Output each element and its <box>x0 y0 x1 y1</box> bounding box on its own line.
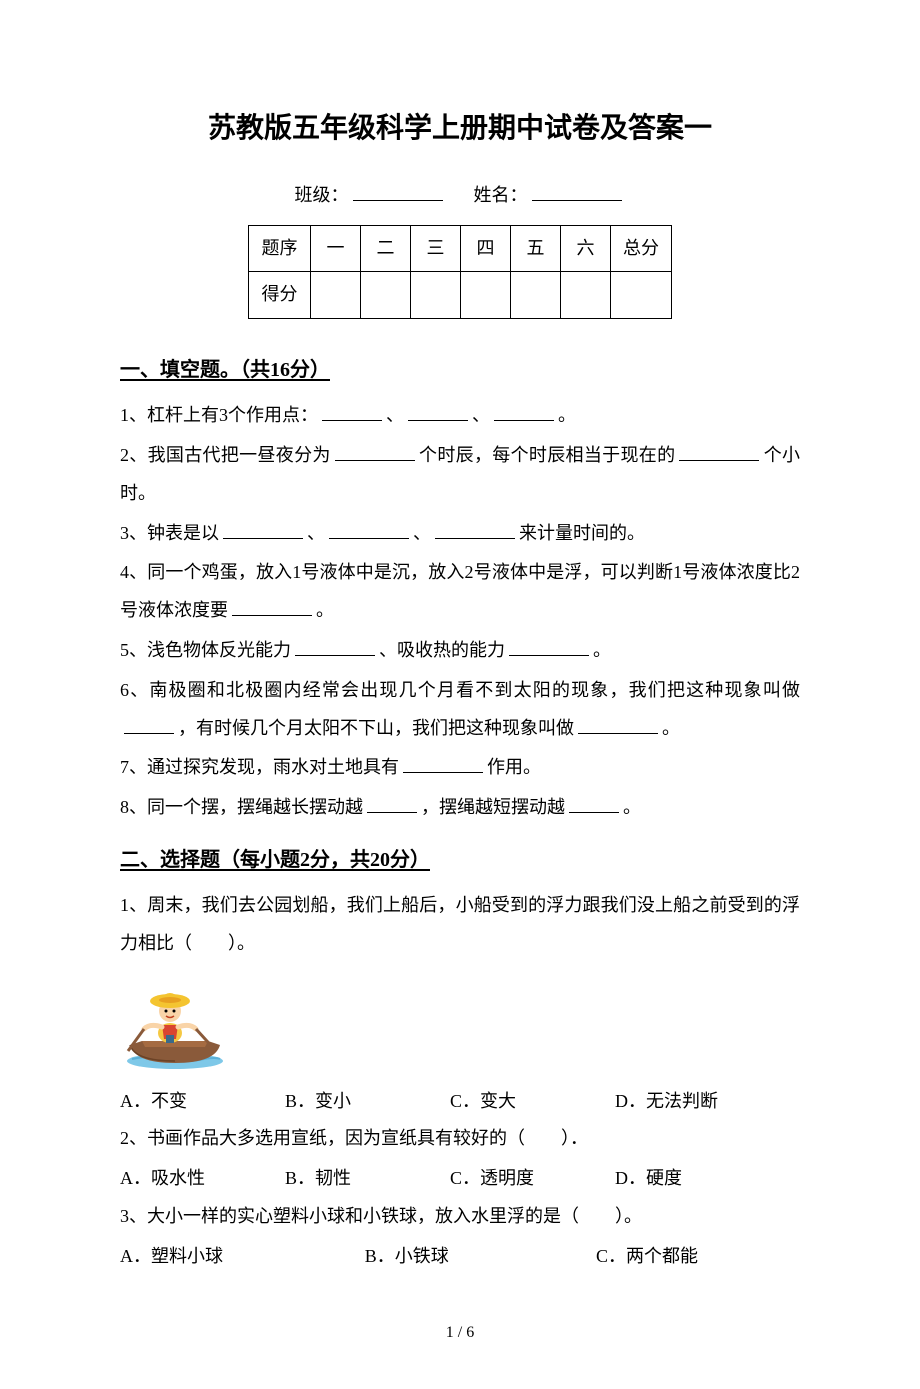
score-cell <box>561 272 611 319</box>
score-cell <box>611 272 672 319</box>
blank <box>679 443 759 461</box>
option-b: B．小铁球 <box>365 1238 596 1276</box>
option-a: A．不变 <box>120 1083 285 1121</box>
score-cell <box>361 272 411 319</box>
q1-4: 4、同一个鸡蛋，放入1号液体中是沉，放入2号液体中是浮，可以判断1号液体浓度比2… <box>120 554 800 630</box>
blank <box>403 755 483 773</box>
score-cell <box>461 272 511 319</box>
section-2-heading: 二、选择题（每小题2分，共20分） <box>120 839 800 881</box>
option-b: B．韧性 <box>285 1160 450 1198</box>
blank <box>322 403 382 421</box>
score-cell <box>411 272 461 319</box>
q1-8: 8、同一个摆，摆绳越长摆动越，摆绳越短摆动越。 <box>120 789 800 827</box>
option-a: A．塑料小球 <box>120 1238 365 1276</box>
q1-7: 7、通过探究发现，雨水对土地具有作用。 <box>120 749 800 787</box>
blank <box>408 403 468 421</box>
score-cell <box>311 272 361 319</box>
q2-3: 3、大小一样的实心塑料小球和小铁球，放入水里浮的是（ ）。 <box>120 1198 800 1236</box>
blank <box>335 443 415 461</box>
option-b: B．变小 <box>285 1083 450 1121</box>
option-c: C．透明度 <box>450 1160 615 1198</box>
header-cell: 题序 <box>249 225 311 272</box>
q1-3: 3、钟表是以、、来计量时间的。 <box>120 515 800 553</box>
option-a: A．吸水性 <box>120 1160 285 1198</box>
page-number: 1 / 6 <box>120 1316 800 1350</box>
option-d: D．无法判断 <box>615 1083 780 1121</box>
q2-2-options: A．吸水性 B．韧性 C．透明度 D．硬度 <box>120 1160 800 1198</box>
header-cell: 二 <box>361 225 411 272</box>
q1-2: 2、我国古代把一昼夜分为个时辰，每个时辰相当于现在的个小时。 <box>120 437 800 513</box>
q1-6: 6、南极圈和北极圈内经常会出现几个月看不到太阳的现象，我们把这种现象叫做，有时候… <box>120 672 800 748</box>
option-c: C．两个都能 <box>596 1238 800 1276</box>
name-label: 姓名： <box>474 185 528 205</box>
class-name-row: 班级： 姓名： <box>120 177 800 215</box>
blank <box>329 521 409 539</box>
header-cell: 一 <box>311 225 361 272</box>
score-cell <box>511 272 561 319</box>
q2-3-options: A．塑料小球 B．小铁球 C．两个都能 <box>120 1238 800 1276</box>
blank <box>232 598 312 616</box>
q1-5: 5、浅色物体反光能力、吸收热的能力。 <box>120 632 800 670</box>
option-c: C．变大 <box>450 1083 615 1121</box>
header-cell: 总分 <box>611 225 672 272</box>
class-label: 班级： <box>295 185 349 205</box>
name-blank <box>532 183 622 201</box>
score-table: 题序 一 二 三 四 五 六 总分 得分 <box>248 225 672 320</box>
blank <box>494 403 554 421</box>
blank <box>124 716 174 734</box>
q2-1-options: A．不变 B．变小 C．变大 D．无法判断 <box>120 1083 800 1121</box>
blank <box>569 795 619 813</box>
class-blank <box>353 183 443 201</box>
header-cell: 六 <box>561 225 611 272</box>
section-1-heading: 一、填空题。（共16分） <box>120 349 800 391</box>
blank <box>578 716 658 734</box>
header-cell: 四 <box>461 225 511 272</box>
table-row: 得分 <box>249 272 672 319</box>
blank <box>435 521 515 539</box>
blank <box>223 521 303 539</box>
score-label-cell: 得分 <box>249 272 311 319</box>
table-row: 题序 一 二 三 四 五 六 总分 <box>249 225 672 272</box>
q1-1: 1、杠杆上有3个作用点：、、。 <box>120 397 800 435</box>
exam-title: 苏教版五年级科学上册期中试卷及答案一 <box>120 100 800 159</box>
q2-2: 2、书画作品大多选用宣纸，因为宣纸具有较好的（ ）． <box>120 1120 800 1158</box>
boat-illustration <box>120 973 800 1073</box>
option-d: D．硬度 <box>615 1160 780 1198</box>
blank <box>509 638 589 656</box>
blank <box>367 795 417 813</box>
q2-1: 1、周末，我们去公园划船，我们上船后，小船受到的浮力跟我们没上船之前受到的浮力相… <box>120 887 800 963</box>
blank <box>295 638 375 656</box>
header-cell: 五 <box>511 225 561 272</box>
header-cell: 三 <box>411 225 461 272</box>
